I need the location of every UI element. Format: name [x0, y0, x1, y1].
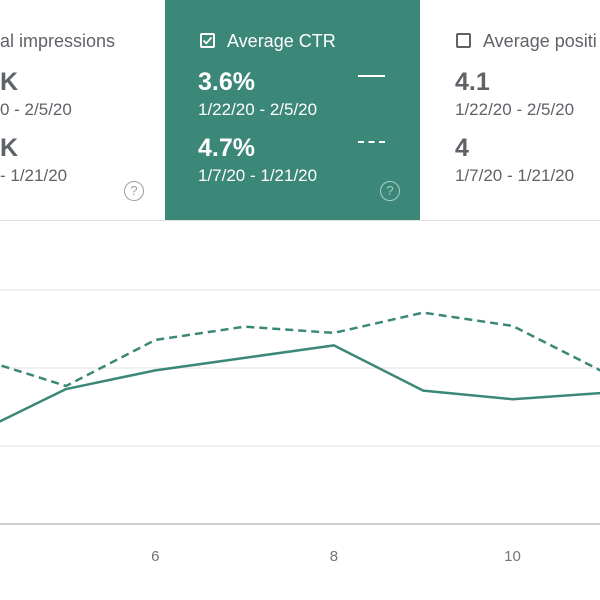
help-icon[interactable]: ? — [380, 181, 400, 201]
cards-divider — [0, 220, 600, 221]
solid-series-line — [0, 344, 600, 423]
previous-value: 4 — [455, 134, 469, 162]
x-tick-label: 6 — [151, 548, 159, 565]
current-range: 0 - 2/5/20 — [0, 100, 72, 119]
x-tick-label: 10 — [504, 548, 521, 565]
solid-line-legend-icon — [358, 75, 385, 77]
current-value: 3.6% — [198, 68, 255, 96]
previous-value: 4.7% — [198, 134, 255, 162]
metric-card-average-position[interactable]: Average positi 4.1 1/22/20 - 2/5/20 4 1/… — [420, 0, 600, 220]
current-value: K — [0, 68, 19, 96]
current-range: 1/22/20 - 2/5/20 — [455, 100, 575, 119]
dashed-line-legend-icon — [358, 141, 385, 143]
card-title: al impressions — [0, 31, 116, 51]
previous-value: K — [0, 134, 19, 162]
checkbox-checked-icon[interactable] — [200, 33, 215, 48]
current-range: 1/22/20 - 2/5/20 — [198, 100, 318, 119]
card-title: Average CTR — [227, 31, 336, 51]
checkbox-unchecked-icon[interactable] — [456, 33, 471, 48]
x-tick-label: 8 — [330, 548, 338, 565]
metric-card-impressions[interactable]: al impressions K 0 - 2/5/20 K - 1/21/20 … — [0, 0, 165, 220]
ctr-line-chart: 6 8 10 — [0, 289, 600, 565]
current-value: 4.1 — [455, 68, 490, 96]
metric-card-average-ctr[interactable]: Average CTR 3.6% 1/22/20 - 2/5/20 4.7% 1… — [165, 0, 420, 220]
previous-range: - 1/21/20 — [0, 166, 68, 185]
card-title: Average positi — [483, 31, 597, 51]
help-icon[interactable]: ? — [124, 181, 144, 201]
previous-range: 1/7/20 - 1/21/20 — [198, 166, 318, 185]
previous-range: 1/7/20 - 1/21/20 — [455, 166, 575, 185]
